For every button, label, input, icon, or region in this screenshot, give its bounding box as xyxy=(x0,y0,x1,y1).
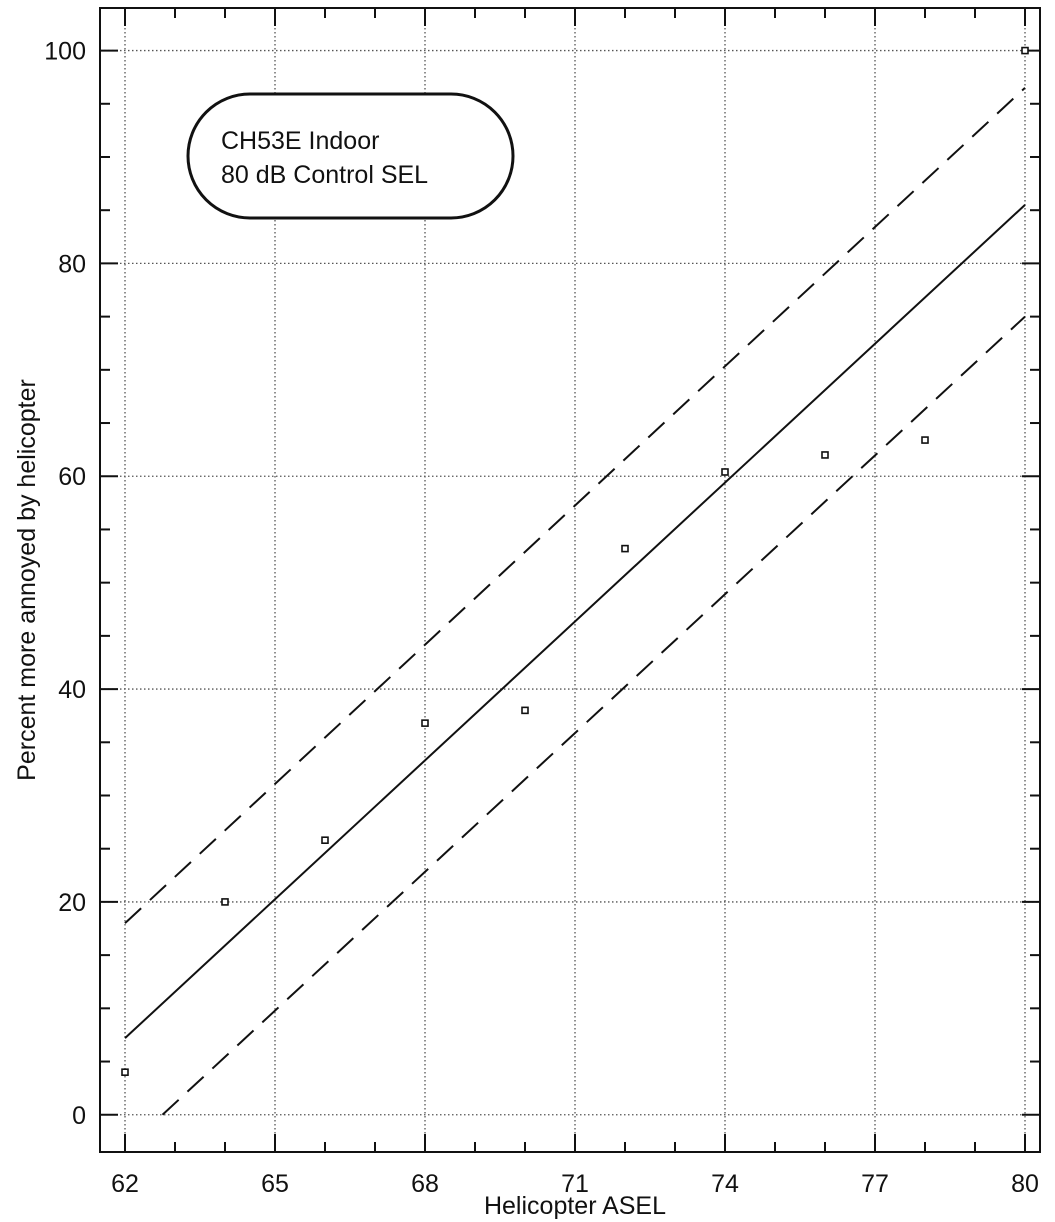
x-tick-label: 71 xyxy=(561,1170,589,1198)
annotation-border xyxy=(186,92,515,220)
axis-ticks xyxy=(100,8,1040,1152)
data-point xyxy=(721,468,729,476)
data-point xyxy=(821,451,829,459)
tick-labels: 62 65 68 71 74 77 80 0 20 40 60 80 100 xyxy=(44,38,1039,1198)
y-tick-label: 20 xyxy=(58,889,86,917)
upper-confidence-line xyxy=(124,87,1026,924)
data-points xyxy=(121,46,1029,1076)
annotation-line-1: CH53E Indoor xyxy=(221,127,379,155)
data-point xyxy=(1021,46,1029,55)
plot-frame xyxy=(99,7,1041,1153)
x-axis-title: Helicopter ASEL xyxy=(484,1192,666,1220)
x-tick-label: 62 xyxy=(111,1170,139,1198)
y-tick-label: 80 xyxy=(58,250,86,278)
regression-lines xyxy=(124,87,1026,1116)
y-tick-label: 40 xyxy=(58,676,86,704)
fit-line xyxy=(124,204,1026,1039)
data-point xyxy=(521,706,529,715)
y-tick-label: 0 xyxy=(72,1102,86,1130)
annotation-box: CH53E Indoor 80 dB Control SEL xyxy=(186,92,515,220)
y-tick-label: 60 xyxy=(58,463,86,491)
annotation-line-2: 80 dB Control SEL xyxy=(221,161,428,189)
data-point xyxy=(121,1068,129,1076)
x-tick-label: 65 xyxy=(261,1170,289,1198)
data-point xyxy=(921,436,929,444)
data-point xyxy=(421,719,429,727)
x-tick-label: 80 xyxy=(1011,1170,1039,1198)
grid xyxy=(100,8,1040,1152)
y-axis-title: Percent more annoyed by helicopter xyxy=(13,379,41,781)
x-tick-label: 74 xyxy=(711,1170,739,1198)
data-point xyxy=(621,544,629,553)
data-point xyxy=(221,898,229,906)
x-tick-label: 77 xyxy=(861,1170,889,1198)
x-tick-label: 68 xyxy=(411,1170,439,1198)
lower-confidence-line xyxy=(161,315,1026,1116)
data-point xyxy=(321,836,329,844)
y-tick-label: 100 xyxy=(44,38,86,66)
